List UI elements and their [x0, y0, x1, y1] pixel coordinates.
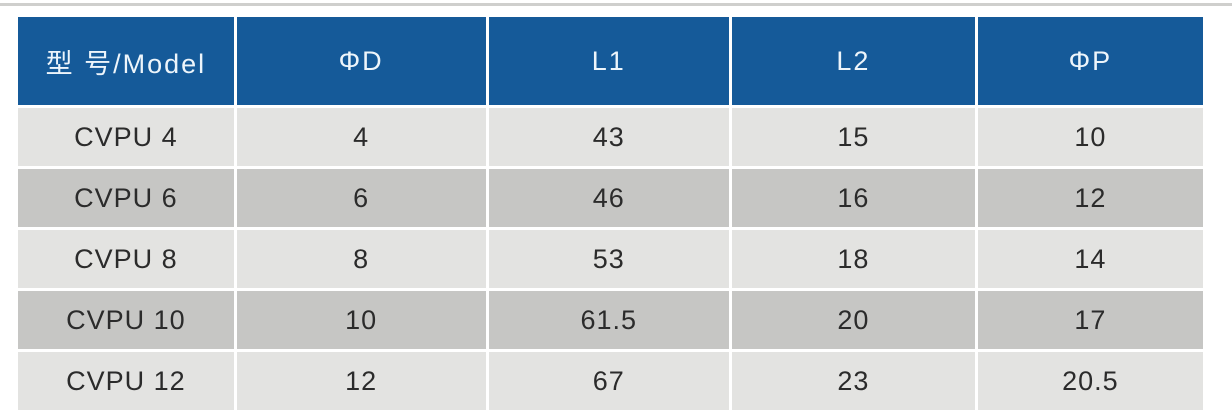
column-header-diameter-p: ΦP	[977, 17, 1203, 105]
p-value-cell: 12	[977, 169, 1203, 227]
table-row-cvpu10: CVPU 10 10 61.5 20 17	[18, 291, 1203, 349]
model-cell: CVPU 6	[18, 169, 234, 227]
spec-table: 型 号/Model ΦD L1 L2 ΦP CVPU 4 4 43 15 10 …	[15, 14, 1206, 413]
table-row-cvpu12: CVPU 12 12 67 23 20.5	[18, 352, 1203, 410]
l2-value-cell: 20	[731, 291, 975, 349]
l1-value-cell: 46	[488, 169, 729, 227]
l1-value-cell: 53	[488, 230, 729, 288]
l1-value-cell: 67	[488, 352, 729, 410]
d-value-cell: 4	[236, 108, 486, 166]
top-divider-line	[0, 3, 1232, 6]
p-value-cell: 20.5	[977, 352, 1203, 410]
table-row-cvpu6: CVPU 6 6 46 16 12	[18, 169, 1203, 227]
p-value-cell: 14	[977, 230, 1203, 288]
model-cell: CVPU 4	[18, 108, 234, 166]
model-cell: CVPU 10	[18, 291, 234, 349]
p-value-cell: 10	[977, 108, 1203, 166]
model-cell: CVPU 8	[18, 230, 234, 288]
d-value-cell: 10	[236, 291, 486, 349]
header-row: 型 号/Model ΦD L1 L2 ΦP	[18, 17, 1203, 105]
column-header-model: 型 号/Model	[18, 17, 234, 105]
l2-value-cell: 18	[731, 230, 975, 288]
l2-value-cell: 23	[731, 352, 975, 410]
d-value-cell: 6	[236, 169, 486, 227]
column-header-l2: L2	[731, 17, 975, 105]
p-value-cell: 17	[977, 291, 1203, 349]
column-header-l1: L1	[488, 17, 729, 105]
column-header-diameter-d: ΦD	[236, 17, 486, 105]
model-cell: CVPU 12	[18, 352, 234, 410]
l1-value-cell: 61.5	[488, 291, 729, 349]
l1-value-cell: 43	[488, 108, 729, 166]
spec-table-container: 型 号/Model ΦD L1 L2 ΦP CVPU 4 4 43 15 10 …	[15, 14, 1206, 413]
table-row-cvpu4: CVPU 4 4 43 15 10	[18, 108, 1203, 166]
l2-value-cell: 16	[731, 169, 975, 227]
l2-value-cell: 15	[731, 108, 975, 166]
d-value-cell: 8	[236, 230, 486, 288]
d-value-cell: 12	[236, 352, 486, 410]
table-row-cvpu8: CVPU 8 8 53 18 14	[18, 230, 1203, 288]
